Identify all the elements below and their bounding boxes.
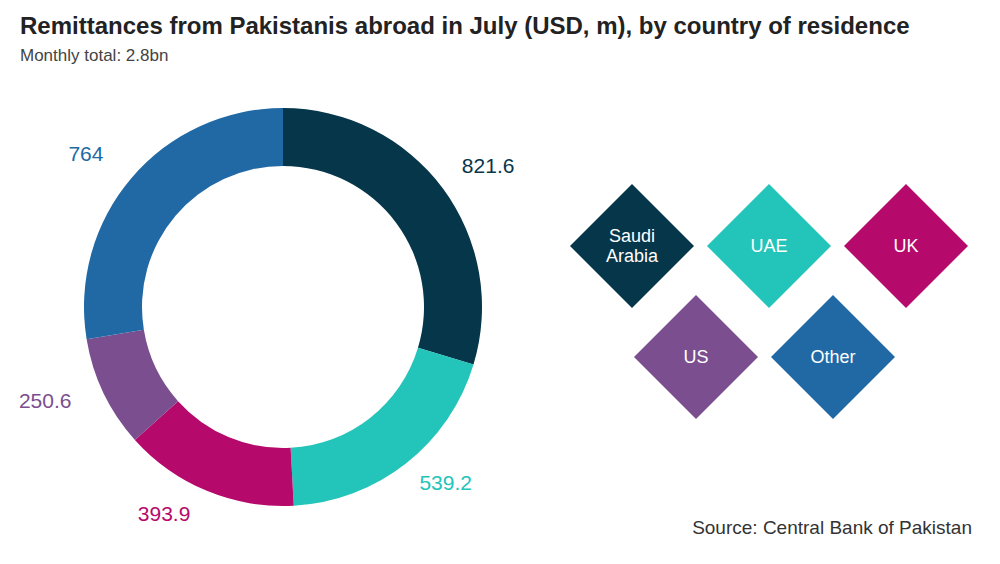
svg-text:250.6: 250.6 (19, 389, 72, 412)
html-text:Source: Central Bank of Pakist: Source: Central Bank of Pakistan (692, 517, 972, 538)
html-text:Monthly total: 2.8bn: Monthly total: 2.8bn (20, 46, 169, 65)
svg-text:UK: UK (893, 236, 918, 256)
svg-text:UAE: UAE (750, 236, 787, 256)
html-text:Remittances from Pakistanis ab: Remittances from Pakistanis abroad in Ju… (20, 12, 910, 39)
svg-text:764: 764 (68, 142, 103, 165)
svg-text:US: US (683, 347, 708, 367)
svg-text:393.9: 393.9 (138, 502, 191, 525)
svg-text:SaudiArabia: SaudiArabia (606, 226, 659, 266)
svg-text:821.6: 821.6 (462, 154, 515, 177)
svg-text:Other: Other (810, 347, 855, 367)
svg-text:539.2: 539.2 (419, 471, 472, 494)
